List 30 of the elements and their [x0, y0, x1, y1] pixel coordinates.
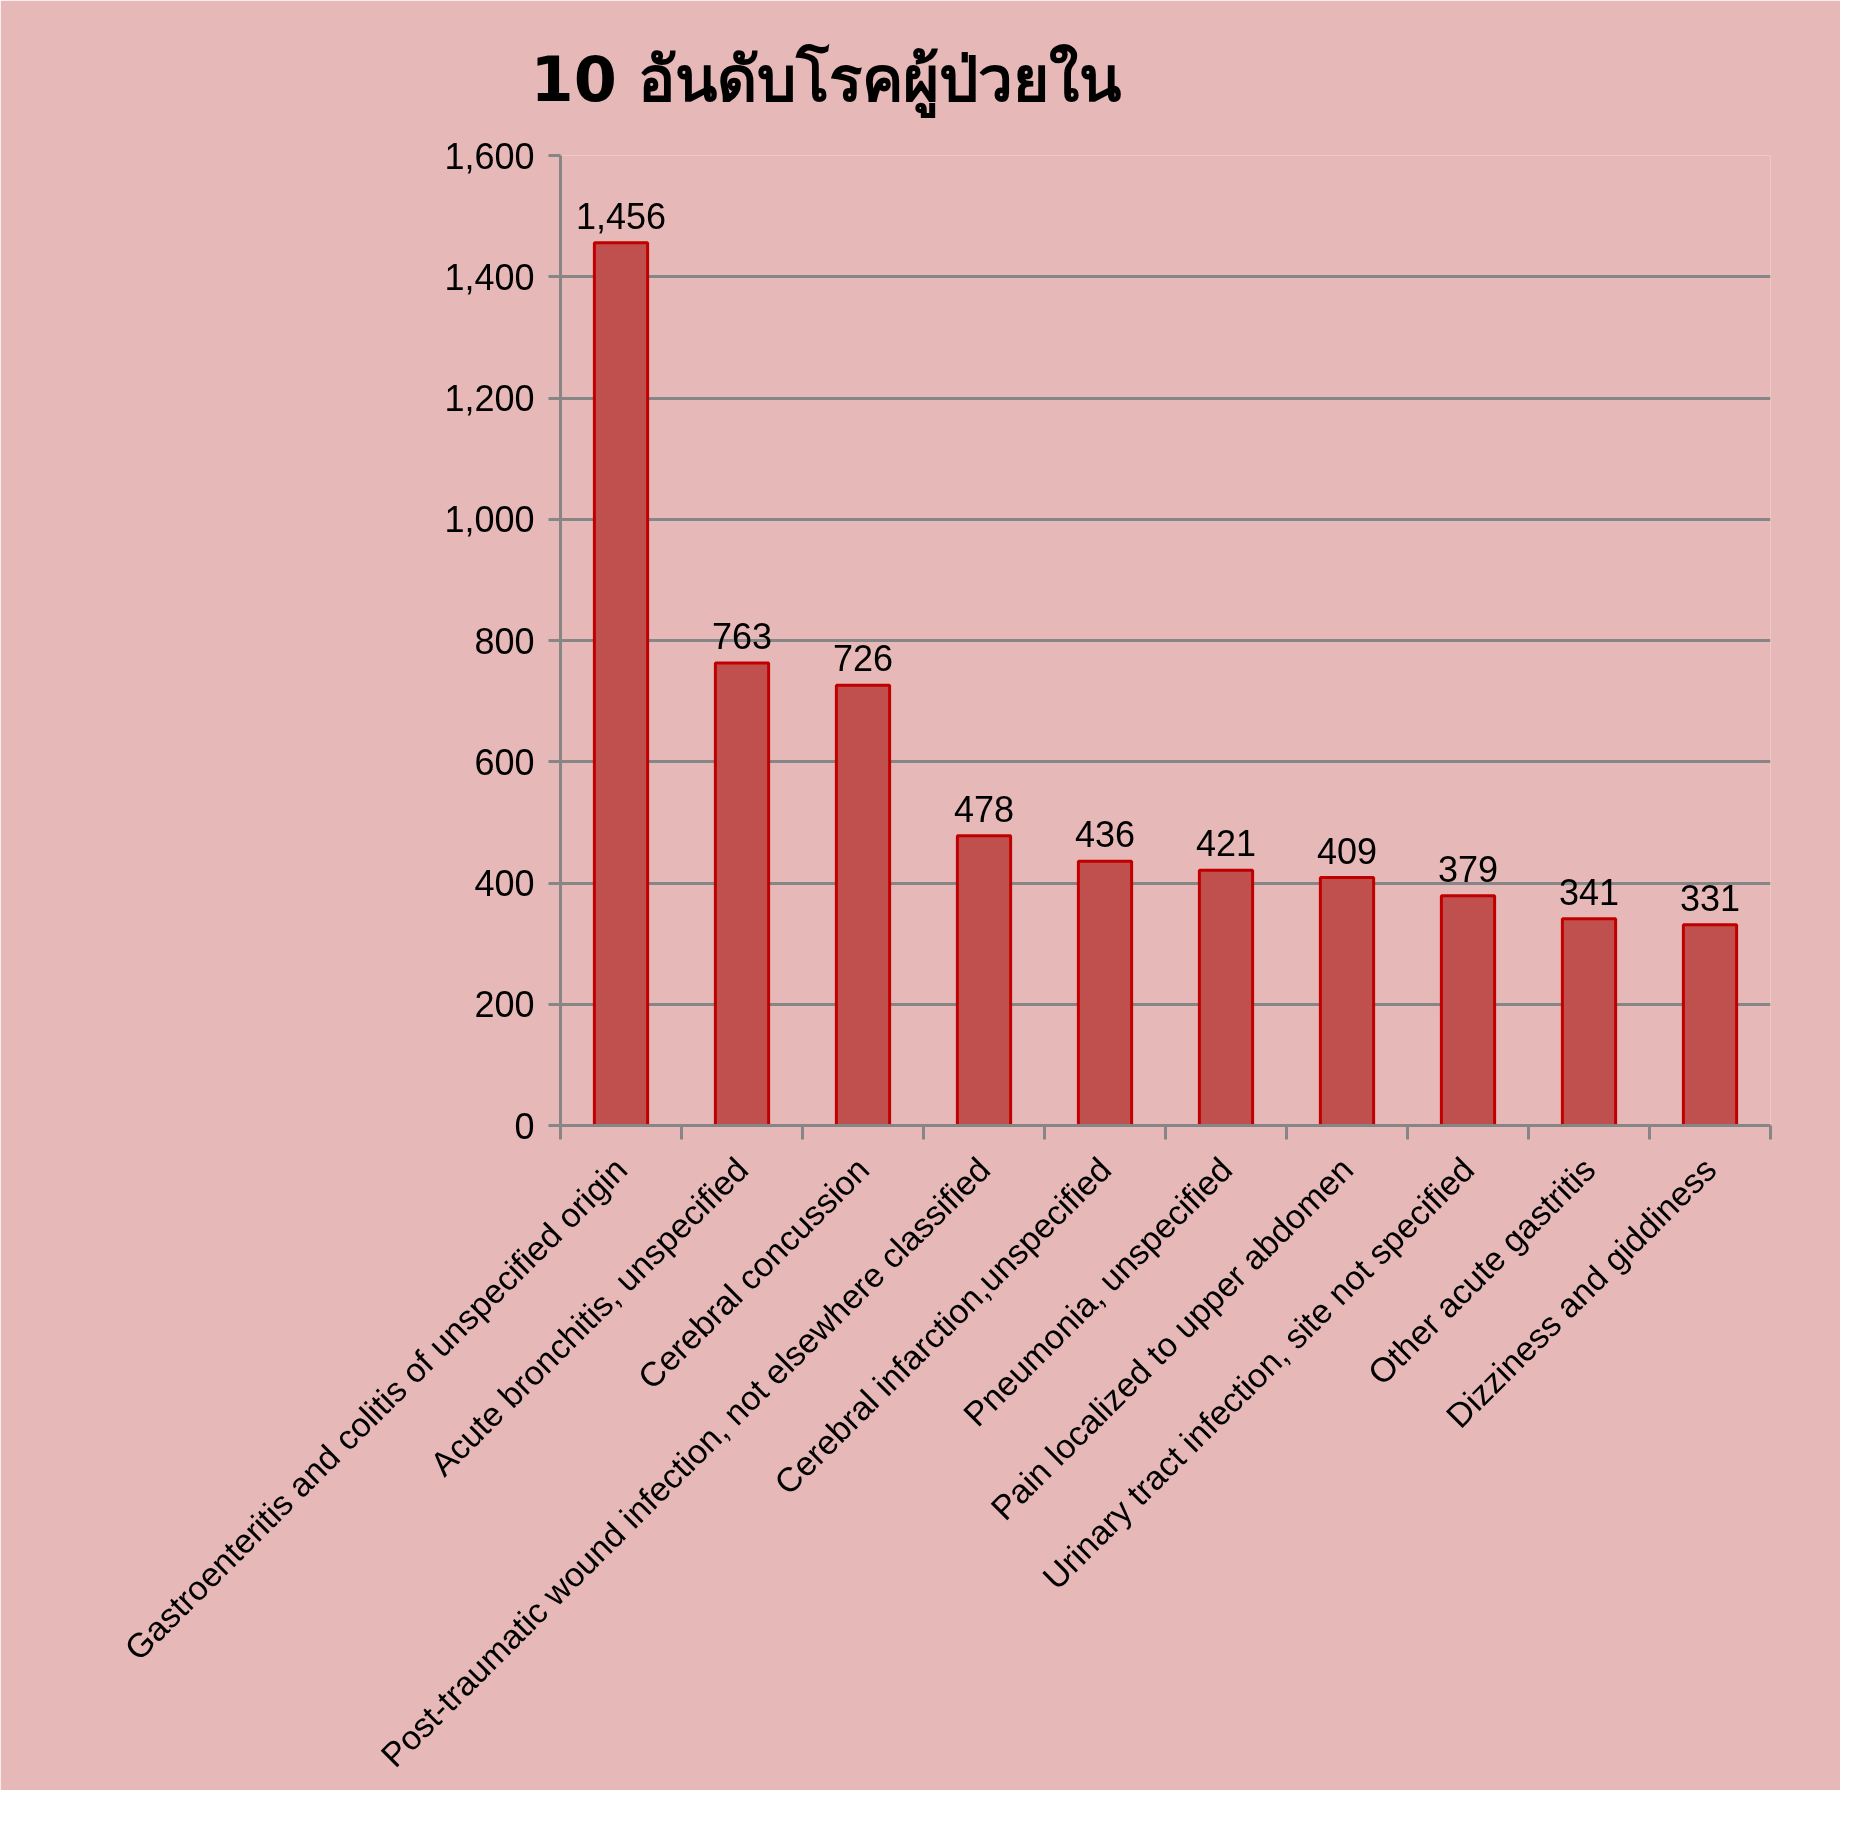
- bar: [1439, 894, 1497, 1126]
- chart-title: 10 อันดับโรคผู้ป่วยใน: [530, 42, 1122, 118]
- data-label: 379: [1437, 848, 1499, 890]
- y-tick-label: 1,400: [444, 256, 535, 298]
- data-label: 421: [1195, 823, 1257, 865]
- y-tick-label: 1,600: [444, 135, 535, 177]
- bar: [1681, 923, 1739, 1126]
- bar: [955, 834, 1013, 1126]
- y-tick-label: 1,000: [444, 499, 535, 541]
- data-label: 1,456: [575, 195, 667, 237]
- bar: [1318, 876, 1376, 1126]
- y-tick-label: 200: [474, 984, 535, 1026]
- bar: [592, 241, 650, 1126]
- data-label: 478: [953, 788, 1015, 830]
- bar: [834, 683, 892, 1126]
- y-tick-label: 400: [474, 863, 535, 904]
- y-tick-label: 1,200: [444, 378, 535, 419]
- y-tick-label: 0: [514, 1105, 535, 1147]
- bar: [713, 661, 771, 1126]
- data-label: 726: [832, 638, 894, 680]
- data-label: 331: [1679, 877, 1741, 919]
- data-label: 409: [1316, 830, 1378, 872]
- y-tick-label: 800: [474, 620, 535, 662]
- data-label: 763: [711, 615, 773, 657]
- bar: [1197, 868, 1255, 1126]
- data-label: 436: [1074, 814, 1136, 856]
- bar: [1076, 859, 1134, 1126]
- data-label: 341: [1558, 871, 1620, 913]
- y-tick-label: 600: [474, 741, 535, 783]
- bar: [1560, 917, 1618, 1126]
